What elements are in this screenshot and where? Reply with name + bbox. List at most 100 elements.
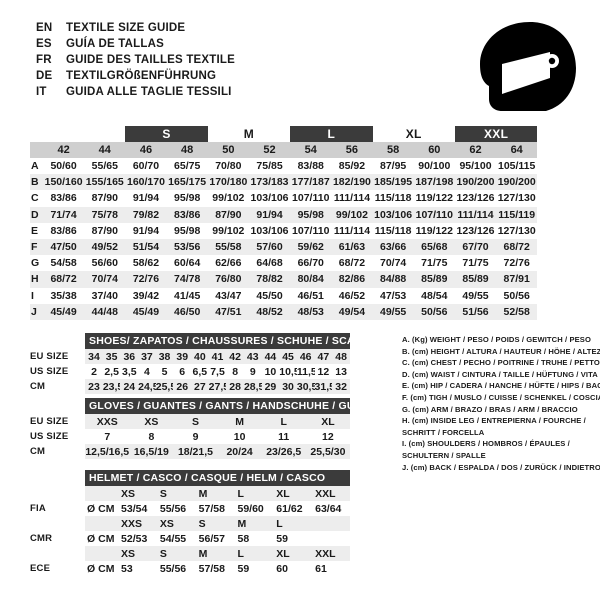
shoes-row-label: EU SIZE — [30, 349, 86, 364]
helmet-size-cell: XXL — [311, 546, 350, 561]
measurement-cell: 65/75 — [174, 160, 201, 173]
shoes-cell: 30 — [279, 379, 297, 394]
helmet-standard-label: FIA — [30, 501, 86, 516]
measurement-cell: 76/80 — [207, 271, 249, 288]
size-band-l: L — [290, 126, 373, 142]
helmet-value-cell: 54/55 — [159, 532, 187, 545]
helmet-size-cell: M — [233, 516, 273, 531]
measurement-cell: 50/56 — [413, 303, 455, 320]
measurement-cell: 55/58 — [207, 238, 249, 256]
measurement-cell: 95/98 — [290, 206, 332, 223]
eu-number-row: 42 44 46 48 50 52 54 56 58 60 62 64 — [30, 142, 579, 158]
helmet-size-block: HELMET / CASCO / CASQUE / HELM / CASCO X… — [30, 470, 350, 576]
measurement-cell: 72/76 — [125, 271, 167, 288]
measurement-cell: 84/88 — [372, 271, 414, 288]
gloves-row: US SIZE 7 8 9 10 11 12 — [30, 429, 350, 444]
helmet-value-cell: 61 — [315, 562, 327, 575]
measurement-cell: 87/90 — [91, 192, 118, 205]
shoes-cell: 47 — [314, 349, 333, 364]
gloves-cell: M — [217, 414, 262, 429]
measurement-cell: 83/88 — [297, 160, 324, 173]
measurement-cell: 99/102 — [212, 192, 245, 205]
measurement-cell: 49/54 — [331, 303, 373, 320]
gloves-row: CM 12,5/16,5 16,5/19 18/21,5 20/24 23/26,5 25,… — [30, 444, 350, 459]
gloves-table: EU SIZE XXS XS S M L XL US SIZE 7 8 9 10 11 12 CM 12,5/… — [30, 414, 350, 459]
shoes-cell: 40 — [191, 349, 209, 364]
measurement-cell: 52/58 — [496, 303, 538, 320]
shoes-cell: 24 — [120, 379, 139, 394]
helmet-size-row: XXS XS S M L — [30, 516, 350, 531]
measurement-cell: 68/72 — [43, 271, 85, 288]
measurement-cell: 160/170 — [125, 174, 167, 191]
gloves-title: GLOVES / GUANTES / GANTS / HANDSCHUHE / … — [85, 398, 380, 414]
eu-number-cell: 60 — [413, 142, 455, 158]
measurement-cell: 95/98 — [174, 192, 201, 205]
measurement-row: B 150/160 155/165 160/170 165/175 170/180 173/… — [30, 174, 579, 191]
helmet-value-row: ECE Ø CM 53 55/56 57/58 59 60 61 — [30, 561, 350, 576]
gloves-cell: XL — [305, 414, 350, 429]
helmet-value-row: FIA Ø CM 53/54 55/56 57/58 59/60 61/62 63/64 — [30, 501, 350, 516]
eu-number-cell: 56 — [331, 142, 373, 158]
shoes-row: US SIZE 2 2,5 3,5 4 5 6 6,5 7,5 8 9 10 10,5 11,5 12 13 — [30, 364, 350, 379]
gloves-cell: 16,5/19 — [129, 444, 174, 459]
gloves-cell: 25,5/30 — [305, 444, 350, 459]
measurement-row-key: D — [30, 206, 43, 223]
size-band-row: S M L XL XXL — [30, 126, 579, 142]
measurement-cell: 58/62 — [132, 257, 160, 270]
measurement-cell: 47/53 — [379, 289, 407, 302]
band-spacer — [30, 126, 43, 142]
gloves-row-label: CM — [30, 444, 86, 459]
shoes-cell: 43 — [243, 349, 262, 364]
gloves-cell: 18/21,5 — [173, 444, 218, 459]
gloves-size-block: GLOVES / GUANTES / GANTS / HANDSCHUHE / … — [30, 398, 380, 459]
measurement-cell: 91/94 — [132, 224, 160, 237]
racing-helmet-icon — [472, 16, 588, 120]
shoes-cell: 42 — [226, 349, 244, 364]
measurement-row-key: F — [30, 238, 43, 256]
legend-line: A. (Kg) WEIGHT / PESO / POIDS / GEWITCH … — [402, 335, 591, 344]
measurement-cell: 70/80 — [215, 160, 242, 173]
shoes-cell: 10,5 — [279, 365, 297, 378]
shoes-table: EU SIZE 34 35 36 37 38 39 40 41 42 43 44 45 46 47 48 US … — [30, 349, 350, 394]
legend-line: I. (cm) SHOULDERS / HOMBROS / ÉPAULES / — [402, 439, 570, 449]
measurement-cell: 45/50 — [256, 289, 283, 302]
measurement-row: I 35/38 37/40 39/42 41/45 43/47 45/50 46/51 46/5… — [30, 288, 579, 304]
shoes-cell: 35 — [102, 349, 121, 364]
measurement-row: J 45/49 44/48 45/49 46/50 47/51 48/52 48/53 49/5… — [30, 303, 579, 320]
gloves-cell: 23/26,5 — [261, 444, 306, 459]
measurement-cell: 165/175 — [166, 174, 208, 191]
measurement-cell: 71/75 — [421, 257, 448, 270]
measurement-cell: 44/48 — [84, 303, 126, 320]
helmet-size-cell: S — [155, 486, 195, 501]
measurement-cell: 59/62 — [290, 238, 332, 256]
shoes-row-label: CM — [30, 379, 86, 394]
shoes-cell: 29 — [261, 379, 280, 394]
shoes-cell: 23 — [85, 379, 103, 394]
helmet-size-cell — [311, 516, 350, 531]
measurement-cell: 46/51 — [297, 289, 324, 302]
measurement-cell: 111/114 — [333, 224, 371, 237]
measurement-cell: 57/60 — [248, 238, 291, 256]
eu-number-cell: 42 — [43, 142, 85, 158]
legend-line: SCHRITT / FORCELLA — [402, 427, 485, 437]
shoes-cell: 3,5 — [121, 365, 137, 378]
size-band-empty — [537, 126, 579, 142]
measurement-cell: 115/118 — [374, 192, 412, 205]
helmet-size-row-label — [30, 486, 86, 501]
measurement-cell: 83/86 — [166, 206, 208, 223]
measurement-cell: 85/89 — [413, 271, 455, 288]
measurement-cell: 47/50 — [43, 238, 85, 256]
shoes-cell: 6 — [179, 365, 186, 378]
language-header: EN TEXTILE SIZE GUIDE ES GUÍA DE TALLAS FR GU… — [36, 22, 456, 102]
measurement-cell: 91/94 — [248, 206, 291, 223]
measurement-cell: 43/47 — [215, 289, 242, 302]
eu-number-cell: 46 — [125, 142, 167, 158]
helmet-value-cell: 61/62 — [276, 502, 303, 515]
measurement-cell: 82/86 — [331, 271, 373, 288]
measurement-cell: 75/78 — [84, 206, 126, 223]
measurement-cell: 55/65 — [91, 160, 118, 173]
measurement-row: D 71/74 75/78 79/82 83/86 87/90 91/94 95/98 99/1… — [30, 206, 579, 223]
helmet-value-cell: 58 — [237, 532, 250, 545]
body-measurement-table: S M L XL XXL 42 44 46 48 50 52 54 56 58 60 62 64 A 50/60 55… — [30, 126, 579, 320]
legend-line: F. (cm) TIGH / MUSLO / CUISSE / SCHENKEL… — [402, 392, 600, 402]
